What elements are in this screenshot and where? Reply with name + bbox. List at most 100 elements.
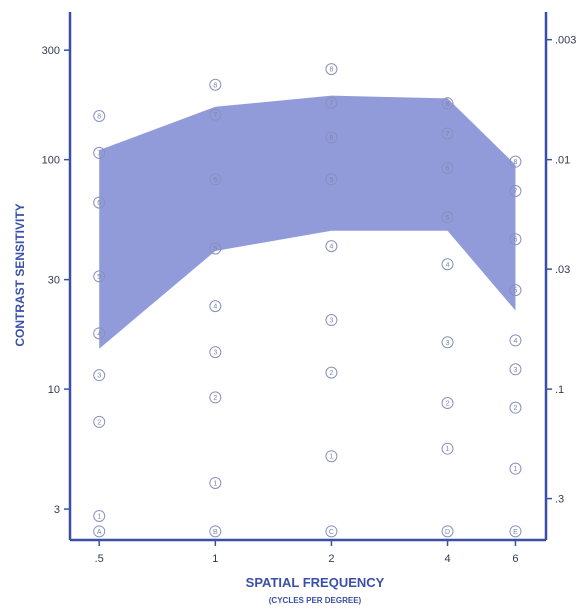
data-point-circle: [93, 109, 106, 122]
y-tick-label: 3: [54, 504, 60, 516]
data-point: 8: [209, 78, 222, 91]
data-point-label: 1: [329, 454, 333, 461]
data-point-circle: [209, 476, 222, 489]
data-point: 6: [325, 131, 338, 144]
data-point: E: [509, 525, 522, 538]
data-point-circle: [325, 131, 338, 144]
data-point-label: 4: [446, 262, 450, 269]
data-point-circle: [209, 346, 222, 359]
data-point: 5: [509, 284, 522, 297]
data-point: 1: [325, 450, 338, 463]
data-point-circle: [441, 442, 454, 455]
data-point: 4: [441, 258, 454, 271]
x-tick-label: 1: [212, 553, 218, 565]
data-point-circle: [209, 173, 222, 186]
data-point: 6: [441, 161, 454, 174]
data-point: 7: [441, 127, 454, 140]
data-point: 8: [325, 63, 338, 76]
data-point-circle: [93, 369, 106, 382]
data-point: 3: [209, 346, 222, 359]
data-point: A: [93, 525, 106, 538]
data-point: 5: [325, 173, 338, 186]
data-point-circle: [325, 366, 338, 379]
data-point: 5: [441, 211, 454, 224]
data-point: 4: [509, 334, 522, 347]
data-point-label: 6: [514, 237, 518, 244]
data-point-circle: [209, 525, 222, 538]
data-point-circle: [93, 146, 106, 159]
data-point-circle: [509, 155, 522, 168]
data-point: 1: [441, 442, 454, 455]
y-tick-label: 300: [42, 45, 60, 57]
data-point-circle: [325, 314, 338, 327]
data-point: 1: [509, 462, 522, 475]
x-tick-label: 6: [512, 553, 518, 565]
data-point-label: 1: [514, 466, 518, 473]
data-point-circle: [93, 270, 106, 283]
data-point-circle: [509, 185, 522, 198]
data-point-label: 4: [213, 304, 217, 311]
data-point-circle: [209, 391, 222, 404]
data-point: 2: [509, 401, 522, 414]
x-tick-label: 2: [328, 553, 334, 565]
data-point-circle: [93, 415, 106, 428]
data-point: 5: [93, 270, 106, 283]
data-point: 7: [509, 185, 522, 198]
x-axis-title: SPATIAL FREQUENCY: [246, 575, 385, 590]
data-point: 3: [509, 363, 522, 376]
data-point-label: D: [445, 529, 450, 536]
data-point: 8: [441, 97, 454, 110]
data-point-label: 3: [514, 367, 518, 374]
data-point: 8: [509, 155, 522, 168]
x-axis-subtitle: (CYCLES PER DEGREE): [269, 596, 362, 605]
data-point-label: 1: [97, 513, 101, 520]
data-point-label: 6: [446, 165, 450, 172]
data-point-label: 5: [446, 215, 450, 222]
data-point-circle: [209, 78, 222, 91]
data-point: 6: [209, 173, 222, 186]
data-point-label: 2: [446, 400, 450, 407]
data-point-circle: [441, 525, 454, 538]
data-point-circle: [93, 525, 106, 538]
data-point: 2: [441, 396, 454, 409]
data-point-label: B: [213, 529, 218, 536]
data-point-circle: [93, 509, 106, 522]
data-point: 7: [325, 96, 338, 109]
data-point: 2: [209, 391, 222, 404]
data-point-label: 8: [446, 101, 450, 108]
data-point-circle: [209, 300, 222, 313]
data-point: 3: [93, 369, 106, 382]
data-point-label: 8: [514, 159, 518, 166]
data-point-label: 2: [514, 405, 518, 412]
data-point-circle: [509, 284, 522, 297]
data-point: 2: [325, 366, 338, 379]
data-point-circle: [325, 173, 338, 186]
data-point-circle: [325, 450, 338, 463]
data-point: 8: [93, 109, 106, 122]
data-point-label: 1: [446, 446, 450, 453]
sensitivity-band: [99, 95, 516, 349]
data-point: 6: [93, 196, 106, 209]
data-point-circle: [441, 161, 454, 174]
data-point-label: 5: [97, 274, 101, 281]
data-point: D: [441, 525, 454, 538]
data-point-label: 3: [213, 350, 217, 357]
data-point-circle: [441, 336, 454, 349]
data-point-label: 4: [514, 338, 518, 345]
y-axis-title: CONTRAST SENSITIVITY: [13, 203, 27, 346]
data-point-circle: [509, 462, 522, 475]
data-point-label: 5: [329, 177, 333, 184]
data-point-circle: [325, 525, 338, 538]
data-point: 6: [509, 233, 522, 246]
data-point-circle: [509, 401, 522, 414]
data-point: 3: [441, 336, 454, 349]
data-point-label: E: [513, 529, 518, 536]
data-point-circle: [509, 363, 522, 376]
data-point: 5: [209, 242, 222, 255]
data-point-circle: [325, 63, 338, 76]
y2-tick-label: .1: [555, 384, 564, 396]
data-point-circle: [509, 525, 522, 538]
data-point-label: 8: [329, 67, 333, 74]
data-point-label: 2: [97, 419, 101, 426]
